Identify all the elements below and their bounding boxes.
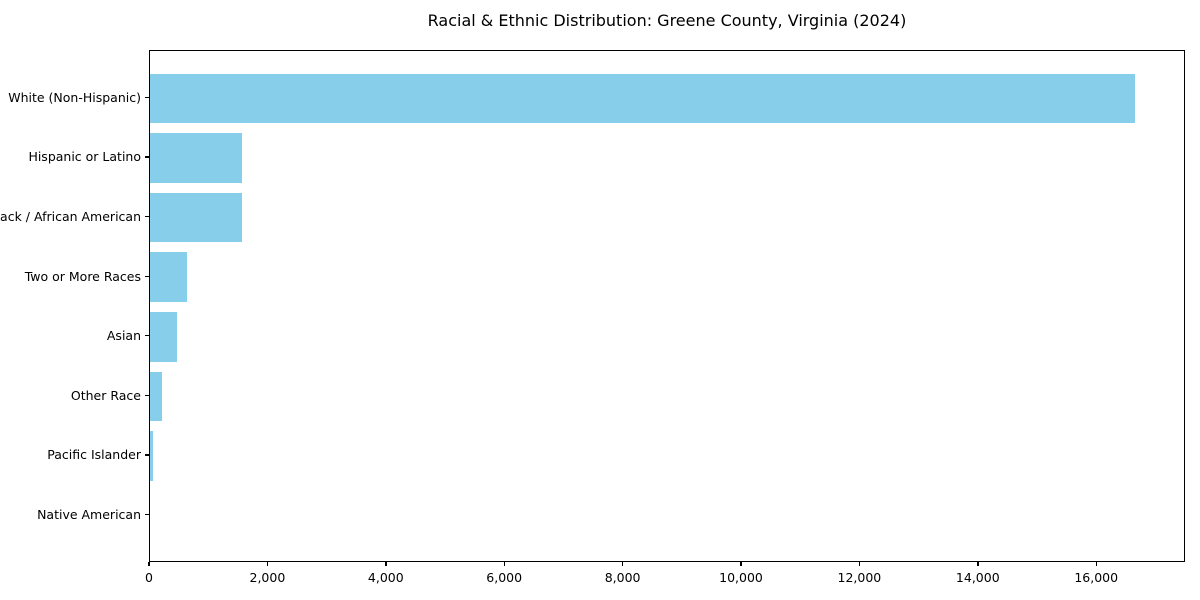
chart-title: Racial & Ethnic Distribution: Greene Cou…	[427, 11, 907, 30]
bar-white-non-hispanic	[150, 73, 1135, 124]
plot-area	[149, 50, 1185, 562]
x-tick-mark	[385, 562, 387, 566]
bar-black-african-american	[150, 192, 242, 243]
y-axis-slot: Native American	[0, 485, 149, 545]
bar-row	[150, 128, 1184, 188]
x-tick-label: 12,000	[837, 570, 882, 585]
y-axis-slot: Other Race	[0, 366, 149, 426]
bar-row	[150, 367, 1184, 427]
x-tick-mark	[621, 562, 624, 566]
x-tick-mark	[1095, 562, 1097, 566]
x-tick-label: 16,000	[1074, 570, 1119, 585]
y-tick-label: Hispanic or Latino	[28, 149, 141, 165]
y-tick-mark	[145, 156, 149, 158]
x-tick-label: 6,000	[486, 570, 523, 585]
bar-hispanic-or-latino	[150, 133, 243, 183]
x-tick-mark	[266, 562, 269, 566]
x-tick-mark	[148, 562, 150, 566]
y-tick-label: White (Non-Hispanic)	[8, 89, 141, 105]
y-tick-label: Native American	[37, 507, 141, 523]
y-tick-mark	[145, 215, 149, 218]
bar-asian	[150, 311, 177, 362]
x-tick-label: 14,000	[955, 570, 1000, 585]
y-axis-slot: White (Non-Hispanic)	[0, 68, 149, 128]
bar-row	[150, 247, 1184, 307]
x-tick-mark	[503, 562, 505, 566]
x-tick-mark	[740, 562, 742, 566]
y-tick-label: Other Race	[70, 387, 141, 403]
y-tick-label: Pacific Islander	[47, 447, 141, 463]
y-tick-label: Asian	[106, 328, 141, 344]
y-tick-label: Two or More Races	[24, 268, 141, 284]
bar-other-race	[150, 371, 162, 422]
x-tick-label: 8,000	[604, 570, 641, 585]
x-tick-label: 0	[145, 570, 153, 585]
y-axis-slot: Two or More Races	[0, 246, 149, 306]
y-tick-label: Black / African American	[0, 209, 141, 225]
y-tick-mark	[145, 394, 149, 397]
y-axis-slot: Pacific Islander	[0, 425, 149, 485]
bar-row	[150, 188, 1184, 248]
x-tick-mark	[858, 562, 861, 566]
y-tick-mark	[145, 335, 149, 337]
x-tick-label: 4,000	[367, 570, 404, 585]
bar-row	[150, 486, 1184, 546]
bar-pacific-islander	[150, 431, 153, 481]
bar-row	[150, 307, 1184, 367]
bar-row	[150, 69, 1184, 129]
y-tick-mark	[145, 513, 149, 516]
x-tick-label: 10,000	[719, 570, 763, 585]
y-axis-slot: Black / African American	[0, 187, 149, 247]
bar-row	[150, 426, 1184, 486]
x-tick-mark	[977, 562, 979, 566]
y-axis-slot: Hispanic or Latino	[0, 127, 149, 187]
y-axis-slot: Asian	[0, 306, 149, 366]
bars-layer	[150, 69, 1184, 544]
x-tick-label: 2,000	[249, 570, 286, 585]
y-tick-mark	[145, 454, 149, 456]
y-axis: White (Non-Hispanic) Hispanic or Latino Bl…	[0, 68, 149, 545]
bar-two-or-more-races	[150, 252, 187, 302]
y-tick-mark	[145, 96, 149, 99]
x-axis: 0 2,000 4,000 6,000 8,000 10,000 12,000 14,000 1…	[145, 562, 1185, 596]
y-tick-mark	[145, 275, 149, 277]
